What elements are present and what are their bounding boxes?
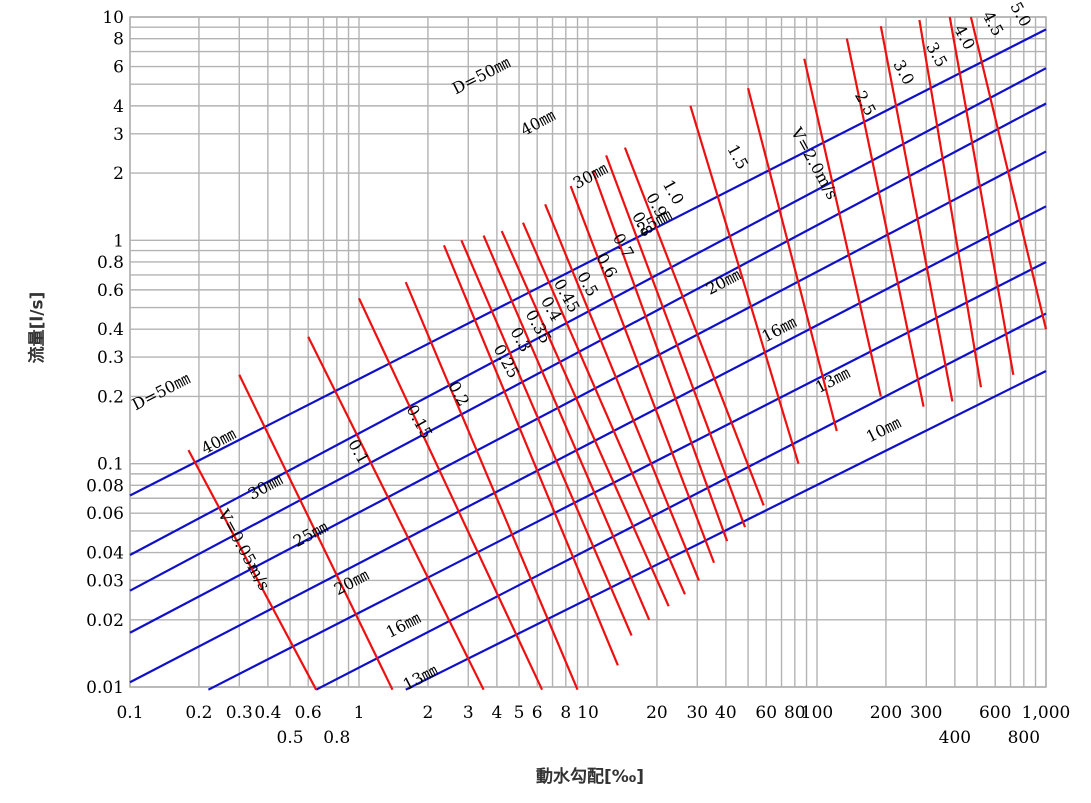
y-tick-label: 0.6 [97,281,124,301]
velocity-line-0-8 [591,170,729,542]
y-tick-label: 0.2 [97,387,124,407]
velocity-line-3-5 [879,25,954,402]
velocity-line-0-35 [460,239,633,636]
y-tick-label: 0.4 [97,320,124,340]
velocity-line-0-9 [605,155,747,528]
y-tick-label: 2 [113,164,124,184]
x-tick-label: 40 [715,703,737,723]
y-tick-label: 8 [113,30,124,50]
x-tick-label: 300 [910,703,942,723]
velocity-line-0-6 [544,203,700,581]
velocity-line-0-7 [569,185,716,564]
x-tick-label: 0.3 [226,703,253,723]
x-axis-title: 動水勾配[‰] [535,767,645,787]
x-tick-label: 0.1 [116,703,143,723]
y-tick-label: 0.04 [86,544,124,564]
y-tick-label: 10 [102,8,124,28]
x-tick-label: 30 [686,703,708,723]
x-tick-label: 0.5 [277,728,304,748]
diameter-line-25mm [129,150,1047,634]
x-tick-label: 80 [784,703,806,723]
x-tick-label: 200 [870,703,902,723]
y-tick-label: 3 [113,125,124,145]
x-tick-label: 6 [532,703,543,723]
velocity-line-0-05 [187,449,318,691]
velocity-line-0-25 [404,281,579,691]
diameter-line-10mm [405,370,1047,691]
x-tick-label: 800 [1008,728,1040,748]
x-tick-label: 4 [491,703,502,723]
velocity-line-5-0 [969,16,1048,330]
plot-frame [129,16,1047,688]
diameter-line-30mm [129,102,1047,592]
x-tick-label: 600 [979,703,1011,723]
y-tick-label: 1 [113,231,124,251]
velocity-line-0-2 [358,297,544,691]
velocity-line-1-0 [623,147,765,506]
y-tick-label: 0.03 [86,571,124,591]
velocity-line-0-1 [238,374,394,691]
diameter-line-20mm [129,205,1047,684]
velocity-line-0-4 [482,235,651,621]
velocity-line-0-3 [442,244,619,666]
y-tick-label: 0.08 [86,476,124,496]
x-tick-label: 0.6 [295,703,322,723]
x-tick-label: 0.8 [323,728,350,748]
velocity-line-0-15 [307,336,485,691]
x-tick-label: 1 [354,703,365,723]
y-tick-label: 0.02 [86,611,124,631]
velocity-line-0-45 [500,230,670,607]
diameter-lines [129,28,1047,691]
y-tick-label: 0.3 [97,348,124,368]
tick-labels: 0.1 0.2 0.3 0.40.50.60.81 2 3 4 5 6 8 10 20 30 40 60 80… [86,8,1070,748]
velocity-line-4-0 [918,19,983,388]
diameter-line-16mm [207,260,1047,691]
y-tick-label: 6 [113,58,124,78]
x-tick-label: 400 [939,728,971,748]
y-tick-label: 0.01 [86,678,124,698]
x-tick-label: 2 [423,703,434,723]
x-tick-label: 100 [801,703,833,723]
x-tick-label: 3 [463,703,474,723]
x-tick-label: 0.2 [185,703,212,723]
velocity-line-1-5 [689,105,800,464]
x-tick-label: 10 [577,703,599,723]
x-tick-label: 20 [646,703,668,723]
x-tick-label: 60 [755,703,777,723]
velocity-line-2-0 [746,87,838,432]
diameter-line-13mm [315,312,1047,691]
y-tick-label: 0.1 [97,455,124,475]
x-tick-label: 0.4 [254,703,281,723]
velocity-line-3-0 [845,38,925,407]
x-tick-label: 8 [560,703,571,723]
y-tick-label: 4 [113,97,124,117]
velocity-line-0-5 [521,222,686,595]
velocity-lines [187,16,1048,691]
velocity-line-2-5 [803,58,882,397]
velocity-line-4-5 [948,16,1015,375]
x-tick-label: 1,000 [1022,703,1071,723]
y-tick-label: 0.06 [86,504,124,524]
y-axis-title: 流量[l/s] [27,291,48,364]
x-tick-label: 5 [514,703,525,723]
y-tick-label: 0.8 [97,253,124,273]
diameter-line-50mm [129,28,1047,497]
